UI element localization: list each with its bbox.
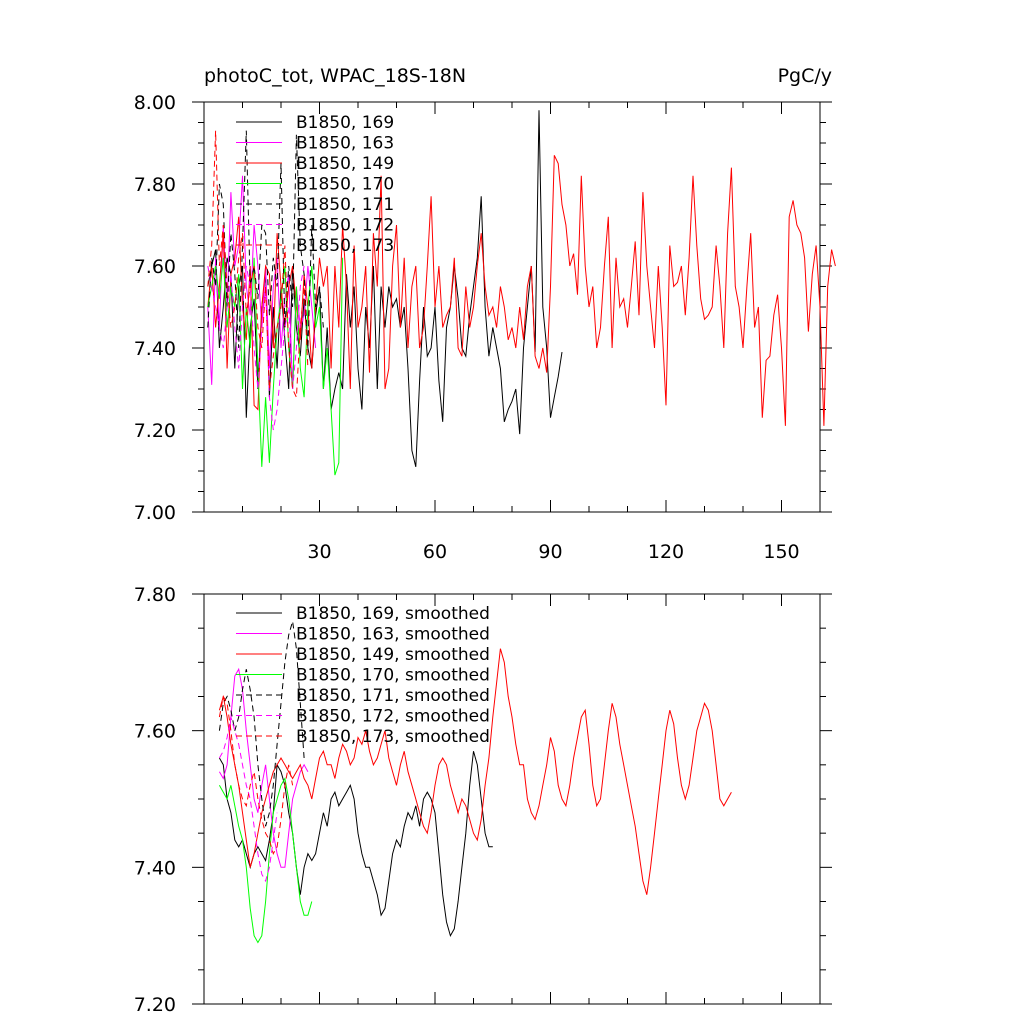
legend-label: B1850, 169 xyxy=(296,113,394,133)
bottom-plot-area xyxy=(218,621,732,944)
y-tick-label: 7.40 xyxy=(134,857,176,879)
series-line-b1850-170 xyxy=(207,257,344,476)
series-line-b1850-173-smoothed xyxy=(218,695,294,856)
legend-label: B1850, 171 xyxy=(296,195,394,215)
top-plot-area xyxy=(207,110,836,476)
x-tick-label: 120 xyxy=(648,541,684,563)
series-line-b1850-163-smoothed xyxy=(218,667,309,868)
y-tick-label: 7.60 xyxy=(134,721,176,743)
legend-label: B1850, 149 xyxy=(296,154,394,174)
chart-title: photoC_tot, WPAC_18S-18N xyxy=(204,65,466,87)
x-tick-label: 30 xyxy=(307,541,331,563)
bottom-panel: 7.207.407.607.80 B1850, 169, smoothedB18… xyxy=(134,584,832,1016)
top-ticks xyxy=(192,101,832,513)
series-line-b1850-170-smoothed xyxy=(218,777,313,944)
series-line-b1850-169-smoothed xyxy=(218,751,493,937)
series-line-b1850-149-smoothed xyxy=(218,648,732,895)
units-label: PgC/y xyxy=(778,65,832,87)
y-tick-label: 7.20 xyxy=(134,420,176,442)
legend-label: B1850, 149, smoothed xyxy=(296,645,490,665)
series-line-b1850-173 xyxy=(207,130,309,398)
y-tick-label: 7.00 xyxy=(134,502,176,524)
series-line-b1850-172 xyxy=(207,265,305,431)
bottom-ticks xyxy=(192,593,832,1005)
y-tick-label: 8.00 xyxy=(134,92,176,114)
legend-label: B1850, 163 xyxy=(296,134,394,154)
top-panel: 7.00 7.20 7.40 7.60 7.80 8.00 30 60 90 120 150 B18… xyxy=(134,92,836,563)
y-tick-label: 7.60 xyxy=(134,256,176,278)
legend-label: B1850, 170, smoothed xyxy=(296,666,490,686)
legend-label: B1850, 169, smoothed xyxy=(296,604,490,624)
y-tick-label: 7.80 xyxy=(134,174,176,196)
bottom-tick-labels: 7.20 7.40 7.60 7.80 xyxy=(134,584,176,1016)
x-tick-label: 60 xyxy=(423,541,447,563)
x-tick-label: 90 xyxy=(538,541,562,563)
x-tick-label: 150 xyxy=(763,541,799,563)
series-line-b1850-172-smoothed xyxy=(218,716,278,883)
series-line-b1850-171-smoothed xyxy=(218,621,305,827)
legend-label: B1850, 173 xyxy=(296,236,394,256)
legend-label: B1850, 173, smoothed xyxy=(296,727,490,747)
legend-label: B1850, 163, smoothed xyxy=(296,625,490,645)
legend-label: B1850, 172, smoothed xyxy=(296,707,490,727)
series-line-b1850-149 xyxy=(207,155,836,426)
y-tick-label: 7.40 xyxy=(134,338,176,360)
legend-label: B1850, 172 xyxy=(296,216,394,236)
y-tick-label: 7.80 xyxy=(134,584,176,606)
legend-label: B1850, 171, smoothed xyxy=(296,686,490,706)
y-tick-label: 7.20 xyxy=(134,994,176,1016)
top-tick-labels: 7.00 7.20 7.40 7.60 7.80 8.00 30 60 90 120 150 xyxy=(134,92,800,563)
legend-label: B1850, 170 xyxy=(296,175,394,195)
